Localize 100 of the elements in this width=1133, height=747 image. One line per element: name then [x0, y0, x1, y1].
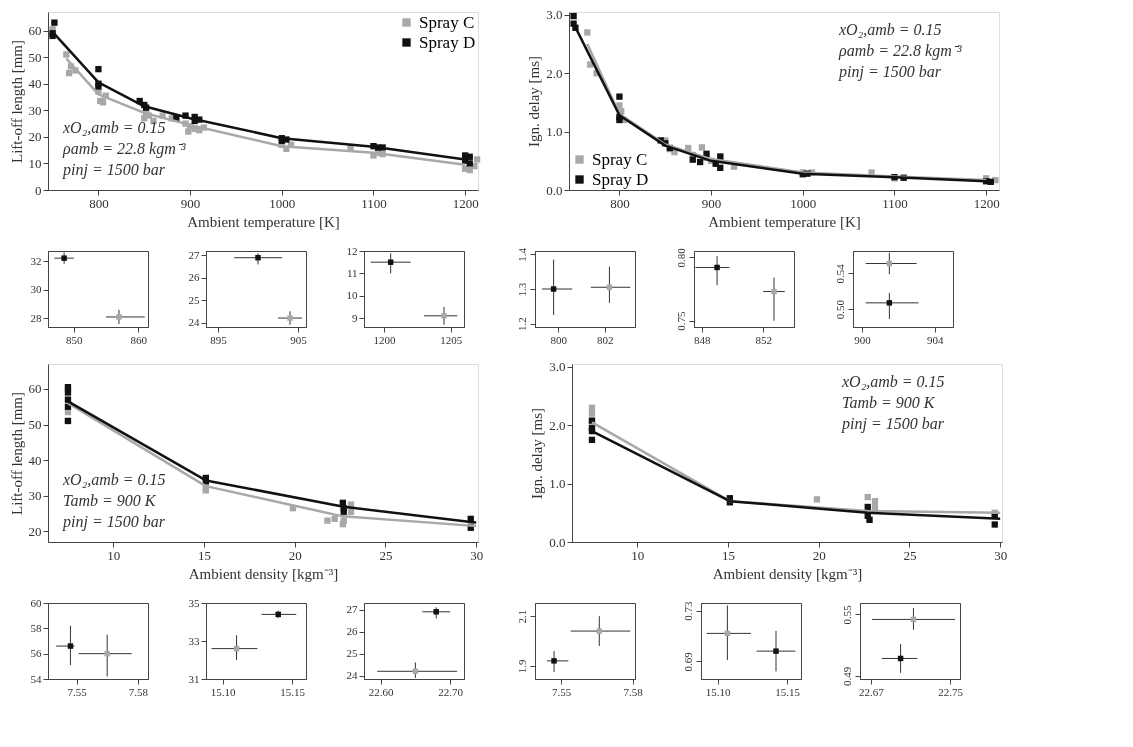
y-axis-title: Ign. delay [ms] — [529, 407, 546, 500]
y-tick-label: 33 — [188, 634, 200, 647]
y-tick-label: 26 — [188, 271, 200, 284]
y-tick-label: 56 — [30, 647, 42, 660]
x-tick-label: 30 — [470, 547, 484, 563]
x-tick-label: 800 — [550, 333, 568, 346]
y-tick-label: 20 — [28, 523, 42, 539]
x-tick-label: 1000 — [790, 195, 817, 211]
x-tick-label: 1200 — [452, 195, 479, 211]
x-tick-label: 15.15 — [775, 685, 801, 698]
point — [331, 515, 338, 523]
x-tick-label: 15.10 — [705, 685, 732, 698]
y-tick-label: 40 — [28, 76, 42, 92]
annotation: xO₂,amb = 0.15 — [62, 119, 166, 136]
legend-label: Spray D — [419, 32, 476, 52]
annotation: xO₂,amb = 0.15 — [841, 373, 945, 390]
y-tick-label: 9 — [352, 311, 358, 324]
x-tick-label: 800 — [89, 195, 109, 211]
y-tick-label: 0.0 — [546, 182, 563, 198]
y-axis-title: Ign. delay [ms] — [526, 55, 543, 148]
annotation: Tamb = 900 K — [63, 492, 157, 509]
y-tick-label: 3.0 — [546, 7, 563, 23]
y-tick-label: 26 — [346, 625, 358, 638]
annotation: xO₂,amb = 0.15 — [838, 21, 942, 38]
y-tick-label: 3.0 — [549, 359, 566, 375]
x-tick-label: 7.55 — [67, 685, 88, 698]
point — [871, 497, 879, 505]
x-tick-label: 7.55 — [552, 685, 572, 698]
y-tick-label: 30 — [28, 488, 42, 504]
y-tick-label: 32 — [30, 254, 42, 267]
y-tick-label: 24 — [346, 669, 358, 682]
x-tick-label: 850 — [66, 333, 84, 346]
y-tick-label: 0.80 — [674, 247, 687, 268]
point — [717, 164, 724, 171]
y-tick-label: 10 — [28, 155, 42, 171]
x-tick-label: 10 — [631, 547, 645, 563]
x-tick-label: 20 — [812, 547, 826, 563]
y-tick-label: 50 — [28, 417, 42, 433]
y-tick-label: 0.55 — [840, 604, 853, 625]
y-tick-label: 60 — [28, 381, 42, 397]
annotation: pinj = 1500 bar — [62, 513, 166, 531]
x-tick-label: 1100 — [361, 195, 387, 211]
annotation: Tamb = 900 K — [842, 394, 936, 411]
x-tick-label: 900 — [854, 333, 872, 346]
x-tick-label: 848 — [693, 333, 711, 346]
x-tick-label: 15.10 — [210, 685, 237, 698]
annotation: ρamb = 22.8 kgm⁻³ — [838, 42, 962, 60]
point — [586, 61, 594, 68]
y-tick-label: 27 — [188, 248, 200, 261]
x-tick-label: 22.67 — [859, 685, 885, 698]
x-tick-label: 900 — [701, 195, 722, 211]
y-tick-label: 0.73 — [681, 600, 694, 621]
y-tick-label: 1.0 — [546, 124, 563, 140]
y-tick-label: 31 — [188, 672, 200, 685]
y-axis-title: Lift-off length [mm] — [8, 39, 25, 164]
x-tick-label: 1200 — [373, 333, 396, 346]
point — [864, 503, 871, 511]
point — [347, 508, 355, 515]
y-tick-label: 0.49 — [840, 666, 853, 687]
y-tick-label: 11 — [346, 266, 358, 279]
point — [570, 12, 577, 20]
x-tick-label: 15 — [198, 547, 212, 563]
x-tick-label: 25 — [379, 547, 393, 563]
point — [65, 69, 73, 77]
y-tick-label: 1.3 — [515, 282, 528, 297]
point — [616, 102, 623, 109]
point — [866, 516, 873, 523]
point — [871, 503, 879, 511]
point — [616, 93, 623, 100]
point — [991, 521, 998, 528]
point — [696, 158, 704, 166]
y-tick-label: 12 — [346, 244, 358, 257]
annotation: pinj = 1500 bar — [838, 63, 942, 81]
point — [813, 496, 821, 503]
point — [473, 156, 481, 163]
point — [324, 517, 331, 524]
y-tick-label: 1.0 — [549, 476, 566, 492]
point — [864, 493, 871, 501]
legend-label: Spray D — [592, 169, 649, 189]
y-tick-label: 0.50 — [833, 299, 846, 320]
annotation: pinj = 1500 bar — [841, 415, 945, 433]
y-tick-label: 0.75 — [674, 311, 687, 331]
y-tick-label: 50 — [28, 49, 42, 65]
annotation: ρamb = 22.8 kgm⁻³ — [62, 140, 186, 158]
y-tick-label: 0.0 — [549, 534, 566, 550]
annotation: xO₂,amb = 0.15 — [62, 471, 166, 488]
x-tick-label: 860 — [130, 333, 148, 346]
y-tick-label: 30 — [30, 283, 42, 296]
y-tick-label: 60 — [30, 596, 42, 609]
x-tick-label: 22.60 — [368, 685, 395, 698]
point — [63, 51, 70, 58]
y-tick-label: 27 — [346, 603, 358, 616]
point — [340, 517, 347, 524]
x-tick-label: 905 — [290, 333, 308, 346]
y-tick-label: 0.54 — [833, 263, 846, 284]
y-tick-label: 2.0 — [546, 65, 563, 81]
x-tick-label: 10 — [107, 547, 121, 563]
x-tick-label: 1200 — [973, 195, 1000, 211]
point — [584, 29, 591, 36]
point — [64, 389, 72, 396]
